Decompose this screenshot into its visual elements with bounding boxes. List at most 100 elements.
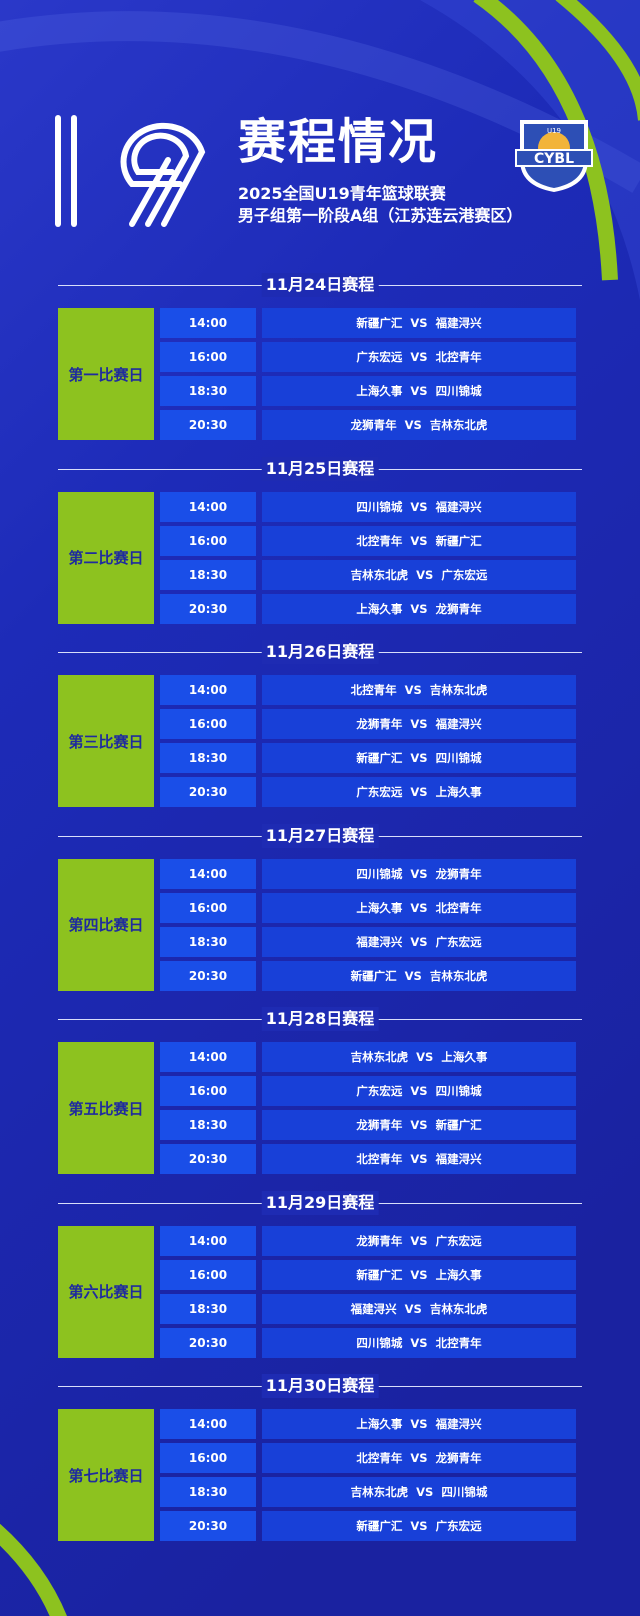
game-time: 14:00 [160, 1409, 256, 1439]
home-team: 龙狮青年 [356, 717, 403, 731]
background-swoosh [420, 0, 640, 300]
game-matchup: 福建浔兴 VS 广东宏远 [262, 926, 576, 957]
game-matchup: 四川锦城 VS 福建浔兴 [262, 491, 576, 522]
game-row: 18:30 新疆广汇 VS 四川锦城 [160, 743, 576, 773]
away-team: 吉林东北虎 [429, 968, 488, 983]
game-row: 20:30 四川锦城 VS 北控青年 [160, 1327, 576, 1358]
game-matchup: 新疆广汇 VS 广东宏远 [262, 1511, 576, 1541]
day-section: 11月25日赛程 第二比赛日 14:00 四川锦城 VS 福建浔兴 16:00 … [0, 456, 640, 641]
game-matchup: 四川锦城 VS 龙狮青年 [262, 858, 576, 889]
day-section: 11月27日赛程 第四比赛日 14:00 四川锦城 VS 龙狮青年 16:00 … [0, 823, 640, 1008]
vs-label: VS [416, 1050, 434, 1064]
vs-label: VS [410, 533, 428, 548]
game-matchup: 新疆广汇 VS 上海久事 [262, 1259, 576, 1290]
game-row: 14:00 龙狮青年 VS 广东宏远 [160, 1225, 576, 1256]
game-time: 18:30 [160, 1110, 256, 1140]
away-team: 四川锦城 [441, 1485, 488, 1499]
game-time: 14:00 [160, 1225, 256, 1256]
day-section: 11月24日赛程 第一比赛日 14:00 新疆广汇 VS 福建浔兴 16:00 … [0, 273, 640, 457]
date-title: 11月26日赛程 [261, 640, 379, 664]
date-header: 11月29日赛程 [58, 1190, 582, 1215]
game-matchup: 北控青年 VS 龙狮青年 [262, 1443, 576, 1473]
game-time: 16:00 [160, 1076, 256, 1106]
date-header: 11月25日赛程 [58, 456, 582, 481]
game-matchup: 龙狮青年 VS 福建浔兴 [262, 709, 576, 739]
home-team: 新疆广汇 [350, 968, 397, 983]
game-row: 18:30 吉林东北虎 VS 四川锦城 [160, 1477, 576, 1507]
vs-label: VS [410, 934, 428, 949]
game-time: 18:30 [160, 376, 256, 406]
day-block: 第一比赛日 14:00 新疆广汇 VS 福建浔兴 16:00 广东宏远 VS 北… [58, 308, 576, 440]
home-team: 广东宏远 [356, 350, 403, 364]
home-team: 广东宏远 [356, 785, 403, 799]
game-matchup: 上海久事 VS 北控青年 [262, 892, 576, 923]
home-team: 四川锦城 [356, 866, 403, 881]
away-team: 福建浔兴 [435, 316, 482, 330]
game-row: 16:00 北控青年 VS 新疆广汇 [160, 525, 576, 556]
game-row: 14:00 北控青年 VS 吉林东北虎 [160, 675, 576, 705]
game-row: 16:00 上海久事 VS 北控青年 [160, 892, 576, 923]
schedule-list: 11月24日赛程 第一比赛日 14:00 新疆广汇 VS 福建浔兴 16:00 … [0, 273, 640, 1558]
game-time: 16:00 [160, 1259, 256, 1290]
date-title: 11月24日赛程 [261, 273, 379, 297]
vs-label: VS [416, 567, 434, 582]
vs-label: VS [410, 350, 428, 364]
day-section: 11月28日赛程 第五比赛日 14:00 吉林东北虎 VS 上海久事 16:00… [0, 1007, 640, 1191]
game-matchup: 吉林东北虎 VS 四川锦城 [262, 1477, 576, 1507]
home-team: 福建浔兴 [356, 934, 403, 949]
away-team: 新疆广汇 [435, 533, 482, 548]
game-time: 14:00 [160, 1042, 256, 1072]
game-row: 20:30 新疆广汇 VS 广东宏远 [160, 1511, 576, 1541]
vs-label: VS [410, 751, 428, 765]
vs-label: VS [404, 1301, 422, 1316]
vs-label: VS [404, 418, 422, 432]
away-team: 新疆广汇 [435, 1118, 482, 1132]
vs-label: VS [410, 1267, 428, 1282]
game-row: 20:30 新疆广汇 VS 吉林东北虎 [160, 960, 576, 991]
vs-label: VS [404, 968, 422, 983]
vs-label: VS [410, 1519, 428, 1533]
day-block: 第五比赛日 14:00 吉林东北虎 VS 上海久事 16:00 广东宏远 VS … [58, 1042, 576, 1174]
game-time: 18:30 [160, 743, 256, 773]
vs-label: VS [410, 1233, 428, 1248]
home-team: 吉林东北虎 [350, 567, 409, 582]
game-matchup: 北控青年 VS 吉林东北虎 [262, 675, 576, 705]
game-matchup: 广东宏远 VS 四川锦城 [262, 1076, 576, 1106]
away-team: 广东宏远 [441, 567, 488, 582]
date-header: 11月28日赛程 [58, 1007, 582, 1031]
home-team: 龙狮青年 [356, 1118, 403, 1132]
vs-label: VS [410, 785, 428, 799]
matchday-label: 第六比赛日 [58, 1225, 154, 1358]
game-row: 14:00 四川锦城 VS 龙狮青年 [160, 858, 576, 889]
away-team: 广东宏远 [435, 1233, 482, 1248]
home-team: 北控青年 [356, 1152, 403, 1166]
game-time: 20:30 [160, 1327, 256, 1358]
home-team: 吉林东北虎 [350, 1050, 409, 1064]
game-matchup: 上海久事 VS 龙狮青年 [262, 593, 576, 624]
away-team: 福建浔兴 [435, 499, 482, 514]
away-team: 上海久事 [435, 1267, 482, 1282]
date-title: 11月27日赛程 [261, 823, 379, 848]
game-time: 16:00 [160, 892, 256, 923]
vs-label: VS [410, 316, 428, 330]
game-time: 20:30 [160, 1511, 256, 1541]
day-block: 第七比赛日 14:00 上海久事 VS 福建浔兴 16:00 北控青年 VS 龙… [58, 1409, 576, 1541]
away-team: 龙狮青年 [435, 601, 482, 616]
away-team: 上海久事 [435, 785, 482, 799]
day-block: 第六比赛日 14:00 龙狮青年 VS 广东宏远 16:00 新疆广汇 VS 上… [58, 1225, 576, 1358]
home-team: 上海久事 [356, 900, 403, 915]
date-title: 11月28日赛程 [261, 1007, 379, 1031]
vs-label: VS [410, 1152, 428, 1166]
vs-label: VS [410, 384, 428, 398]
home-team: 广东宏远 [356, 1084, 403, 1098]
day-section: 11月30日赛程 第七比赛日 14:00 上海久事 VS 福建浔兴 16:00 … [0, 1374, 640, 1558]
game-matchup: 新疆广汇 VS 福建浔兴 [262, 308, 576, 338]
game-matchup: 上海久事 VS 福建浔兴 [262, 1409, 576, 1439]
date-header: 11月24日赛程 [58, 273, 582, 297]
vs-label: VS [416, 1485, 434, 1499]
game-row: 16:00 新疆广汇 VS 上海久事 [160, 1259, 576, 1290]
date-title: 11月25日赛程 [261, 456, 379, 481]
game-row: 20:30 上海久事 VS 龙狮青年 [160, 593, 576, 624]
game-row: 18:30 福建浔兴 VS 广东宏远 [160, 926, 576, 957]
game-row: 18:30 龙狮青年 VS 新疆广汇 [160, 1110, 576, 1140]
